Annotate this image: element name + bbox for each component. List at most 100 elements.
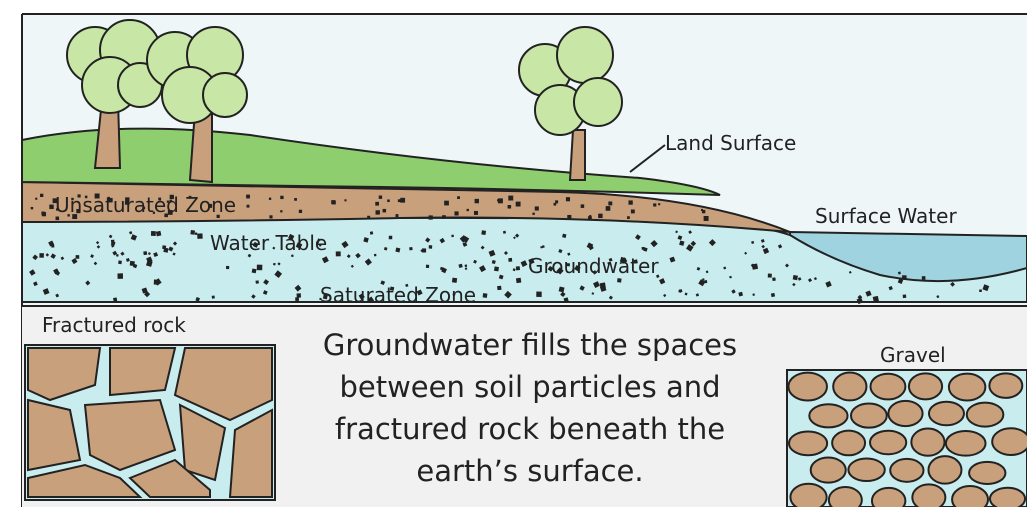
pebble bbox=[464, 264, 468, 268]
pebble bbox=[51, 244, 55, 248]
pebble bbox=[675, 230, 678, 234]
pebble bbox=[395, 247, 401, 253]
pebble bbox=[263, 279, 270, 286]
pebble bbox=[67, 214, 70, 217]
gravel-stone bbox=[988, 486, 1027, 507]
pebble bbox=[690, 240, 697, 247]
pebble bbox=[656, 274, 660, 278]
pebble bbox=[565, 197, 571, 202]
gravel-stone bbox=[927, 400, 965, 427]
pebble bbox=[567, 214, 572, 220]
pebble bbox=[593, 281, 600, 289]
pebble bbox=[553, 202, 557, 206]
pebble bbox=[129, 231, 133, 235]
pebble bbox=[563, 297, 569, 303]
label: Land Surface bbox=[665, 131, 796, 155]
gravel-sample bbox=[786, 369, 1027, 507]
label: Groundwater bbox=[528, 254, 659, 278]
pebble bbox=[679, 240, 685, 246]
pebble bbox=[729, 275, 732, 279]
pebble bbox=[252, 241, 259, 248]
pebble bbox=[60, 256, 65, 261]
pebble bbox=[118, 260, 122, 265]
pebble bbox=[562, 233, 567, 238]
pebble bbox=[491, 259, 496, 264]
pebble bbox=[738, 291, 744, 297]
gravel-stone bbox=[907, 372, 944, 401]
pebble bbox=[146, 256, 153, 263]
gravel-stone bbox=[789, 482, 828, 507]
pebble bbox=[589, 215, 592, 218]
pebble bbox=[367, 215, 371, 219]
pebble bbox=[280, 195, 284, 200]
pebble bbox=[76, 209, 81, 214]
pebble bbox=[169, 194, 174, 200]
pebble bbox=[72, 214, 78, 220]
pebble bbox=[792, 274, 798, 281]
pebble bbox=[416, 289, 423, 296]
pebble bbox=[560, 291, 566, 298]
pebble bbox=[658, 203, 661, 206]
pebble bbox=[425, 237, 431, 243]
pebble bbox=[760, 238, 765, 243]
pebble bbox=[422, 248, 427, 253]
pebble bbox=[85, 280, 91, 286]
pebble bbox=[650, 239, 658, 248]
gravel-stone bbox=[951, 485, 990, 507]
pebble bbox=[39, 253, 44, 258]
pebble bbox=[256, 264, 263, 271]
pebble bbox=[515, 277, 522, 284]
pebble bbox=[277, 262, 281, 266]
pebble bbox=[211, 295, 215, 299]
pebble bbox=[120, 251, 125, 256]
pebble bbox=[344, 199, 347, 202]
pebble bbox=[751, 240, 755, 244]
pebble bbox=[166, 200, 169, 203]
pebble bbox=[442, 215, 446, 219]
pebble bbox=[592, 270, 597, 275]
pebble bbox=[508, 257, 513, 262]
pebble bbox=[541, 245, 545, 248]
pebble bbox=[503, 251, 508, 256]
pebble bbox=[857, 294, 863, 300]
pebble bbox=[702, 278, 705, 281]
pebble bbox=[558, 248, 563, 254]
pebble bbox=[262, 290, 268, 295]
pebble bbox=[273, 262, 276, 266]
caption-line: earth’s surface. bbox=[416, 454, 643, 488]
pebble bbox=[482, 293, 488, 298]
pebble bbox=[457, 196, 460, 200]
pebble bbox=[574, 265, 581, 272]
pebble bbox=[96, 245, 101, 249]
pebble bbox=[188, 195, 192, 199]
pebble bbox=[555, 200, 559, 204]
pebble bbox=[56, 208, 59, 211]
pebble bbox=[532, 212, 535, 215]
pebble bbox=[856, 297, 864, 305]
pebble bbox=[451, 234, 454, 238]
pebble bbox=[112, 250, 118, 256]
pebble bbox=[608, 257, 613, 262]
pebble bbox=[55, 216, 60, 221]
pebble bbox=[95, 240, 100, 245]
caption-line: fractured rock beneath the bbox=[335, 412, 725, 446]
pebble bbox=[152, 211, 156, 214]
pebble bbox=[497, 285, 502, 291]
gravel-stone bbox=[827, 485, 863, 507]
caption-line: Groundwater fills the spaces bbox=[323, 328, 737, 362]
label: Fractured rock bbox=[42, 313, 186, 337]
pebble bbox=[29, 269, 36, 276]
pebble bbox=[246, 194, 250, 199]
pebble bbox=[108, 197, 113, 203]
pebble bbox=[777, 244, 783, 249]
pebble bbox=[635, 234, 641, 241]
pebble bbox=[678, 289, 682, 293]
pebble bbox=[752, 293, 755, 296]
pebble bbox=[703, 215, 709, 221]
pebble bbox=[94, 193, 100, 199]
pebble bbox=[454, 211, 459, 216]
pebble bbox=[481, 230, 487, 236]
pebble bbox=[897, 278, 904, 284]
pebble bbox=[586, 242, 594, 250]
